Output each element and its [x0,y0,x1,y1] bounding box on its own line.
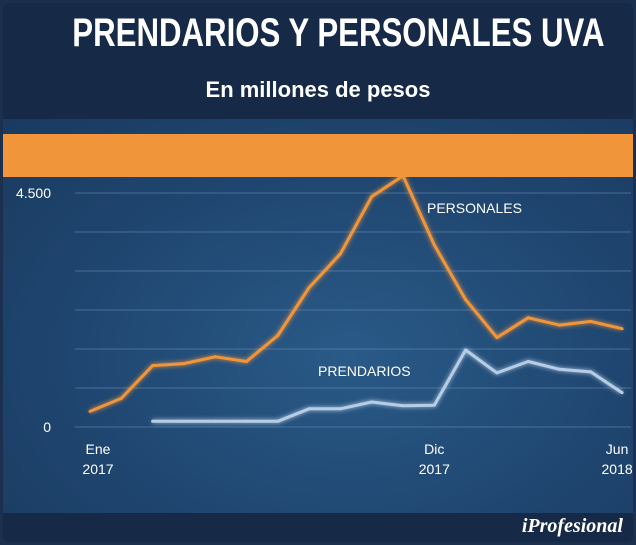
data-point-prendarios [182,419,186,423]
x-tick-label: Ene [86,441,111,457]
x-tick-label: 2017 [419,461,450,477]
data-point-personales [464,298,468,302]
data-point-personales [401,174,405,178]
data-point-prendarios [338,407,342,411]
data-point-personales [276,333,280,337]
data-point-personales [151,364,155,368]
chart-area [3,119,633,513]
data-point-prendarios [495,371,499,375]
x-tick-label: 2018 [602,461,633,477]
data-point-prendarios [432,403,436,407]
data-point-personales [432,243,436,247]
x-tick-label: 2017 [82,461,113,477]
y-tick-label: 0 [43,419,51,435]
y-tick-label: 4.500 [16,185,51,201]
data-point-personales [620,327,624,331]
chart-title: PRENDARIOS Y PERSONALES UVA [72,11,605,55]
series-label-personales: PERSONALES [427,200,522,216]
data-point-prendarios [151,419,155,423]
data-point-personales [245,359,248,363]
data-point-personales [119,396,123,400]
data-point-personales [526,316,530,320]
data-point-prendarios [589,370,593,374]
series-label-prendarios: PRENDARIOS [318,363,411,379]
x-tick-label: Jun [606,441,629,457]
data-point-personales [307,286,311,290]
data-point-personales [495,336,499,340]
x-tick-label: Dic [424,441,444,457]
line-chart: 0 4.500 Ene 2017 Dic 2017 Jun 2018 PERSONALES PR… [16,174,633,477]
data-point-personales [370,195,374,199]
data-point-prendarios [558,367,561,371]
data-point-prendarios [213,419,217,423]
data-point-prendarios [464,348,468,352]
data-point-personales [558,323,561,327]
data-point-prendarios [620,391,624,395]
decorative-band [3,134,633,177]
data-point-personales [88,409,92,413]
data-point-prendarios [526,359,530,363]
footer-bar [3,513,633,542]
series-line-personales [89,174,623,413]
data-point-personales [182,362,186,366]
data-point-prendarios [401,404,405,408]
infographic-frame: PRENDARIOS Y PERSONALES UVA En millones … [3,3,633,542]
data-point-personales [589,319,593,323]
data-point-prendarios [370,400,374,404]
data-point-personales [213,355,217,359]
series-line-prendarios [152,348,623,423]
data-point-prendarios [276,419,280,423]
brand-logo: iProfesional [521,515,623,537]
data-point-prendarios [245,419,248,423]
data-point-prendarios [307,407,311,411]
chart-subtitle: En millones de pesos [205,77,431,102]
data-point-personales [338,252,342,256]
